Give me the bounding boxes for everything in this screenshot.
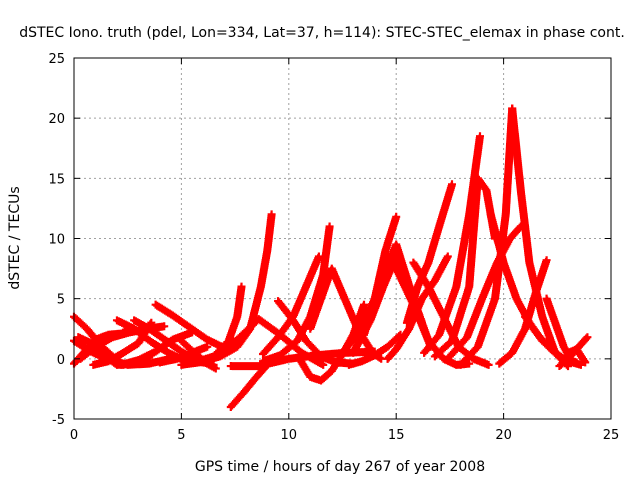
x-tick-label: 5: [177, 428, 185, 443]
data-layer: [70, 104, 592, 411]
series-arc-42: [564, 345, 590, 367]
series-arc-20: [259, 222, 334, 366]
point-markers: [338, 212, 401, 357]
x-tick-label: 10: [281, 428, 298, 443]
point-markers: [259, 252, 323, 359]
x-tick-label: 20: [495, 428, 512, 443]
series-arc-25: [344, 330, 405, 369]
series-arc-37: [508, 104, 572, 371]
axis-layer: 0 5 10 15 20 25 -5 0 5 10 15 20 25: [48, 52, 619, 443]
y-tick-label: 25: [48, 52, 65, 67]
x-tick-label: 0: [70, 428, 78, 443]
y-tick-label: 20: [48, 112, 65, 127]
x-tick-label: 25: [603, 428, 620, 443]
y-tick-label: 15: [48, 172, 65, 187]
y-tick-label: 0: [57, 353, 65, 368]
point-markers: [564, 345, 590, 367]
y-tick-label: -5: [52, 413, 65, 428]
y-tick-label: 5: [57, 293, 65, 308]
x-tick-label: 15: [388, 428, 405, 443]
x-axis-label: GPS time / hours of day 267 of year 2008: [195, 459, 485, 475]
y-tick-label: 10: [48, 233, 65, 248]
series-arc-24: [338, 212, 401, 357]
point-markers: [151, 300, 229, 352]
point-markers: [259, 222, 334, 366]
y-axis-label: dSTEC / TECUs: [7, 186, 23, 289]
chart-title: dSTEC Iono. truth (pdel, Lon=334, Lat=37…: [19, 25, 625, 41]
series-arc-10: [151, 300, 229, 352]
point-markers: [508, 104, 572, 371]
series-arc-21: [259, 252, 323, 359]
point-markers: [344, 330, 405, 369]
